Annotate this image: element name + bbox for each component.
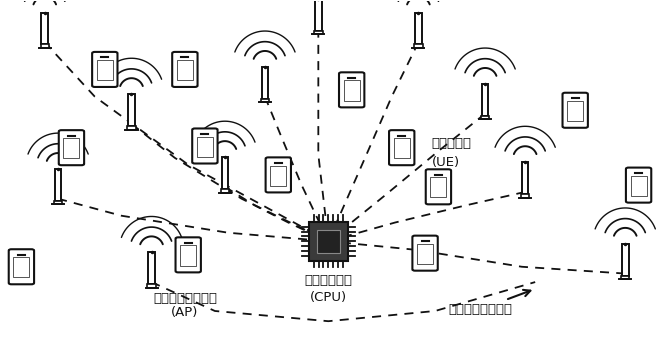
FancyBboxPatch shape [563, 93, 588, 128]
Bar [96, 60, 113, 80]
Bar [54, 201, 62, 204]
Bar [128, 94, 135, 126]
FancyBboxPatch shape [413, 236, 438, 271]
Bar [55, 169, 62, 201]
FancyBboxPatch shape [626, 168, 651, 203]
FancyBboxPatch shape [389, 130, 415, 165]
Bar [417, 244, 433, 264]
Bar [262, 67, 268, 99]
Text: (CPU): (CPU) [310, 291, 347, 304]
FancyBboxPatch shape [265, 157, 291, 192]
Text: アクセスポイント: アクセスポイント [153, 292, 217, 305]
Bar [148, 252, 155, 284]
Bar [344, 81, 360, 100]
Bar [415, 13, 421, 45]
Bar [481, 116, 489, 119]
Bar [521, 194, 529, 198]
Bar [317, 230, 340, 253]
Bar [197, 137, 213, 157]
Bar [567, 101, 583, 121]
Bar [430, 177, 446, 198]
FancyBboxPatch shape [339, 72, 364, 107]
FancyBboxPatch shape [172, 52, 198, 87]
Bar [309, 222, 348, 261]
Bar [482, 84, 488, 116]
Bar [522, 162, 529, 194]
FancyBboxPatch shape [176, 237, 201, 272]
Bar [261, 99, 269, 103]
Bar [630, 176, 647, 196]
Bar [394, 138, 410, 158]
Bar [622, 244, 628, 276]
Bar [315, 0, 322, 31]
Text: 光フロントホール: 光フロントホール [448, 290, 531, 316]
Bar [621, 276, 629, 279]
Bar [41, 45, 49, 48]
FancyBboxPatch shape [92, 52, 117, 87]
Text: ユーザ端末: ユーザ端末 [431, 138, 472, 151]
Bar [42, 13, 48, 45]
Bar [13, 257, 29, 277]
Bar [220, 189, 229, 192]
Bar [147, 284, 155, 288]
Bar [127, 126, 136, 130]
FancyBboxPatch shape [9, 249, 34, 284]
Bar [222, 157, 228, 189]
Bar [314, 31, 322, 34]
Bar [177, 60, 193, 80]
Text: (AP): (AP) [172, 306, 198, 319]
Bar [64, 138, 80, 158]
Bar [180, 246, 196, 265]
Bar [270, 166, 286, 186]
FancyBboxPatch shape [425, 169, 451, 204]
FancyBboxPatch shape [59, 130, 84, 165]
Text: (UE): (UE) [431, 156, 460, 169]
Text: 中央制御装置: 中央制御装置 [304, 274, 352, 286]
FancyBboxPatch shape [192, 129, 218, 164]
Bar [414, 45, 423, 48]
